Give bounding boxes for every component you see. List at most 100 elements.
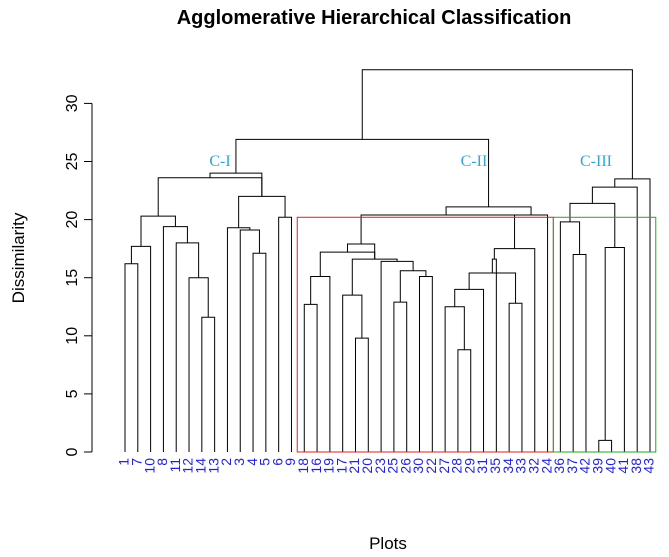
dendrogram-link [399, 270, 427, 303]
dendrogram-link [226, 227, 251, 452]
leaf-label: 6 [269, 458, 285, 466]
dendrogram-link [239, 229, 260, 452]
dendrogram-link [124, 263, 139, 452]
leaf-label: 19 [321, 458, 337, 474]
leaf-label: 20 [359, 458, 375, 474]
leaf-label: 38 [628, 458, 644, 474]
dendrogram-link [604, 246, 625, 452]
dendrogram-link [468, 272, 517, 304]
chart-title: Agglomerative Hierarchical Classificatio… [177, 7, 572, 29]
y-tick-label: 15 [64, 269, 81, 287]
leaf-label: 39 [589, 458, 605, 474]
leaf-label: 42 [577, 458, 593, 474]
leaf-label: 16 [308, 458, 324, 474]
dendrogram-tree [124, 69, 651, 452]
y-tick-label: 10 [64, 327, 81, 345]
dendrogram-link [559, 221, 581, 452]
y-tick-label: 0 [64, 447, 81, 456]
dendrogram-link [175, 242, 200, 452]
dendrogram-link [598, 439, 613, 452]
leaf-label: 11 [167, 458, 183, 473]
y-tick-label: 20 [64, 211, 81, 229]
leaf-label: 43 [641, 458, 657, 474]
cluster-labels: C-I C-II C-III [209, 153, 612, 170]
leaf-label: 23 [372, 458, 388, 474]
cluster-boxes [296, 216, 657, 453]
leaf-label: 12 [180, 458, 196, 474]
leaf-label: 2 [218, 458, 234, 466]
leaf-label: 35 [487, 458, 503, 474]
dendrogram-link [508, 302, 523, 452]
leaf-label: 27 [436, 458, 452, 474]
dendrogram-link [130, 245, 152, 452]
dendrogram-link [491, 258, 497, 452]
dendrogram-link [188, 277, 209, 452]
leaf-label: 3 [231, 458, 247, 466]
leaf-label: 13 [205, 458, 221, 474]
leaf-label: 5 [257, 458, 273, 466]
dendrogram-link [351, 258, 398, 296]
dendrogram-link [252, 252, 267, 452]
leaf-label: 29 [461, 458, 477, 474]
dendrogram-link [493, 248, 536, 452]
leaf-label: 22 [423, 458, 439, 474]
leaf-label: 18 [295, 458, 311, 474]
dendrogram-link [346, 243, 376, 260]
leaf-label: 31 [474, 458, 490, 474]
dendrogram-link [360, 214, 532, 245]
leaf-label: 9 [282, 458, 298, 466]
leaf-labels: 1710811121413234569181619172120232526302… [116, 458, 657, 474]
leaf-label: 36 [551, 458, 567, 474]
dendrogram-link [419, 276, 433, 452]
cluster-label: C-I [209, 153, 230, 170]
leaf-label: 4 [244, 458, 260, 466]
leaf-label: 21 [346, 458, 362, 474]
leaf-label: 32 [525, 458, 541, 474]
leaf-label: 30 [410, 458, 426, 474]
dendrogram-link [278, 216, 292, 452]
leaf-label: 24 [538, 458, 554, 474]
dendrogram-link [393, 301, 408, 452]
dendrogram-link [572, 253, 587, 452]
leaf-label: 10 [141, 458, 157, 474]
leaf-label: 7 [129, 458, 145, 466]
leaf-label: 17 [333, 458, 349, 474]
dendrogram-link [457, 349, 472, 452]
dendrogram-link [445, 206, 532, 215]
dendrogram-link [342, 294, 363, 452]
dendrogram-link [354, 337, 369, 452]
dendrogram-link [454, 288, 485, 452]
dendrogram-link [209, 172, 263, 197]
dendrogram-link [162, 226, 188, 452]
dendrogram-link [201, 316, 216, 452]
dendrogram-link [310, 276, 331, 452]
dendrogram-link [140, 215, 176, 247]
dendrogram-link [514, 214, 549, 452]
dendrogram-link [319, 251, 376, 277]
cluster-label: C-II [461, 153, 488, 170]
leaf-label: 28 [449, 458, 465, 474]
leaf-label: 1 [116, 458, 132, 466]
x-axis-label: Plots [369, 534, 407, 553]
dendrogram-link [569, 202, 616, 248]
dendrogram-link [238, 195, 286, 228]
dendrogram-link [157, 177, 263, 217]
leaf-label: 37 [564, 458, 580, 474]
y-tick-label: 5 [64, 389, 81, 398]
leaf-label: 26 [397, 458, 413, 474]
y-tick-label: 30 [64, 94, 81, 112]
dendrogram-link [380, 260, 414, 452]
cluster-label: C-III [580, 153, 612, 170]
leaf-label: 34 [500, 458, 516, 474]
dendrogram-link [614, 178, 651, 452]
dendrogram-link [303, 303, 318, 452]
y-tick-label: 25 [64, 153, 81, 171]
leaf-label: 40 [602, 458, 618, 474]
leaf-label: 8 [154, 458, 170, 466]
cluster-box [552, 216, 657, 453]
y-axis: 0 5 10 15 20 25 30 [64, 94, 93, 456]
leaf-label: 41 [615, 458, 631, 474]
leaf-label: 33 [513, 458, 529, 474]
leaf-label: 25 [385, 458, 401, 474]
